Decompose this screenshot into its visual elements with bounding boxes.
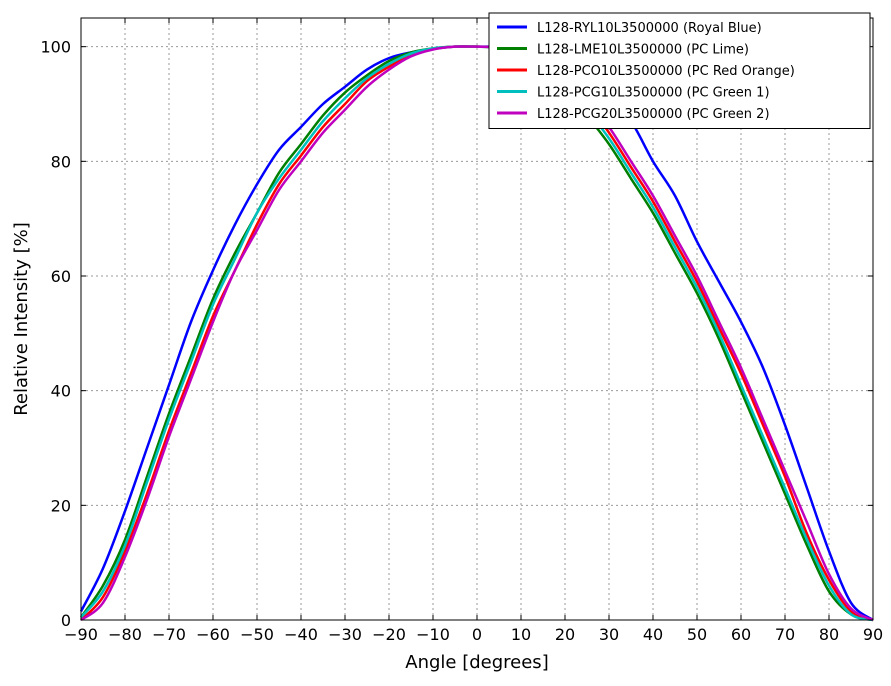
- x-tick-label: −90: [64, 625, 98, 644]
- x-tick-label: 60: [731, 625, 751, 644]
- x-tick-label: 40: [643, 625, 663, 644]
- y-tick-label: 20: [51, 496, 71, 515]
- x-tick-label: −30: [328, 625, 362, 644]
- y-axis-title: Relative Intensity [%]: [11, 222, 32, 416]
- x-tick-label: −80: [108, 625, 142, 644]
- x-tick-label: −20: [372, 625, 406, 644]
- y-tick-label: 80: [51, 152, 71, 171]
- x-tick-label: 80: [819, 625, 839, 644]
- x-tick-label: −60: [196, 625, 230, 644]
- x-tick-label: 90: [863, 625, 883, 644]
- y-tick-label: 40: [51, 382, 71, 401]
- x-tick-label: 70: [775, 625, 795, 644]
- y-tick-label: 0: [61, 611, 71, 630]
- y-tick-labels: 0 20 40 60 80 100: [40, 38, 71, 630]
- legend-label: L128-RYL10L3500000 (Royal Blue): [537, 21, 762, 36]
- x-tick-label: −70: [152, 625, 186, 644]
- series-lines: [79, 45, 874, 622]
- legend-label: L128-PCG10L3500000 (PC Green 1): [537, 86, 770, 101]
- legend-label: L128-PCO10L3500000 (PC Red Orange): [537, 64, 795, 79]
- axis-ticks: [80, 18, 874, 621]
- legend-label: L128-LME10L3500000 (PC Lime): [537, 43, 749, 58]
- y-tick-label: 60: [51, 267, 71, 286]
- x-tick-label: −50: [240, 625, 274, 644]
- x-tick-label: 20: [555, 625, 575, 644]
- x-axis-title: Angle [degrees]: [405, 652, 548, 673]
- y-tick-label: 100: [40, 38, 71, 57]
- x-tick-label: −40: [284, 625, 318, 644]
- legend-box: [488, 12, 871, 129]
- x-tick-label: 10: [511, 625, 531, 644]
- x-tick-labels: −90 −80 −70 −60 −50 −40 −30 −20 −10 0 10 20 30 40 50 60…: [64, 625, 883, 644]
- x-tick-label: 0: [472, 625, 482, 644]
- series-line: [80, 45, 874, 622]
- legend: L128-RYL10L3500000 (Royal Blue) L128-LME1…: [488, 12, 871, 129]
- x-tick-label: 50: [687, 625, 707, 644]
- legend-label: L128-PCG20L3500000 (PC Green 2): [537, 107, 770, 122]
- x-tick-label: −10: [416, 625, 450, 644]
- x-tick-label: 30: [599, 625, 619, 644]
